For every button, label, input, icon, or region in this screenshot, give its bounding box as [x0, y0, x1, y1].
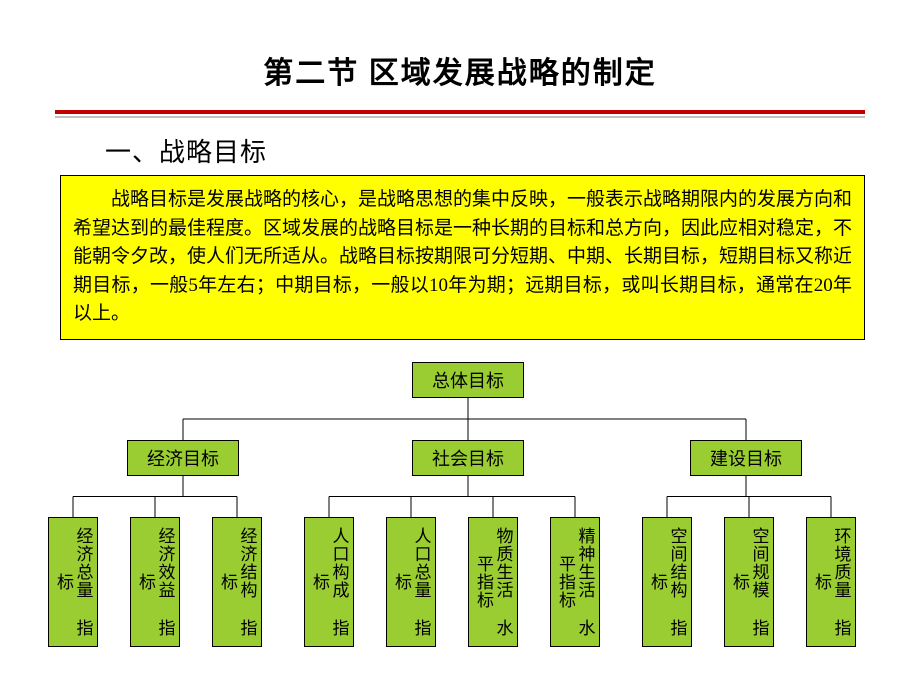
description-text: 战略目标是发展战略的核心，是战略思想的集中反映，一般表示战略期限内的发展方向和希… — [73, 186, 852, 329]
branch-node: 总体目标 — [412, 362, 524, 398]
branch-node: 建设目标 — [690, 440, 802, 476]
leaf-node: 经济结构 指标 — [212, 517, 262, 647]
leaf-node: 经济效益 指标 — [130, 517, 180, 647]
branch-node: 经济目标 — [127, 440, 239, 476]
slide-title: 第二节 区域发展战略的制定 — [0, 0, 920, 110]
divider-gray — [55, 116, 865, 118]
leaf-node: 空间结构 指标 — [642, 517, 692, 647]
divider-red — [55, 110, 865, 114]
leaf-node: 物质生活 水平指标 — [468, 517, 518, 647]
leaf-node: 经济总量 指标 — [48, 517, 98, 647]
leaf-node: 精神生活 水平指标 — [550, 517, 600, 647]
branch-node: 社会目标 — [412, 440, 524, 476]
section-header: 一、战略目标 — [105, 132, 920, 169]
leaf-node: 空间规模 指标 — [724, 517, 774, 647]
leaf-node: 环境质量 指标 — [806, 517, 856, 647]
leaf-node: 人口总量 指标 — [386, 517, 436, 647]
leaf-node: 人口构成 指标 — [304, 517, 354, 647]
hierarchy-chart: 总体目标经济目标 社会目标 建设目标经济总量 指标经济效益 指标经济结构 指标人口构… — [40, 362, 880, 662]
description-box: 战略目标是发展战略的核心，是战略思想的集中反映，一般表示战略期限内的发展方向和希… — [60, 175, 865, 340]
